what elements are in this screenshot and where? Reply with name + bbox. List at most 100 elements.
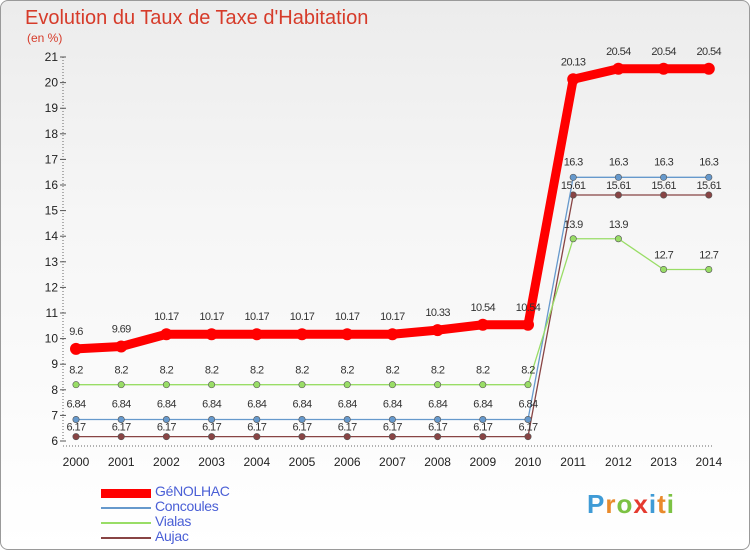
legend-swatch [101, 507, 151, 509]
data-point [386, 328, 399, 341]
data-label: 8.2 [521, 365, 535, 377]
data-point [298, 433, 306, 441]
data-label: 20.54 [697, 46, 722, 58]
data-label: 8.2 [114, 365, 128, 377]
data-point [705, 265, 713, 273]
y-tick-label: 8 [51, 383, 58, 397]
x-tick-label: 2013 [650, 455, 677, 469]
data-point [162, 415, 170, 423]
y-tick-label: 11 [46, 306, 59, 320]
y-tick-label: 6 [51, 434, 58, 448]
data-label: 8.2 [340, 365, 354, 377]
data-label: 6.17 [292, 422, 311, 434]
y-tick-label: 21 [45, 50, 59, 64]
data-point [162, 381, 170, 389]
y-tick-label: 18 [45, 127, 59, 141]
x-tick-label: 2004 [243, 455, 270, 469]
data-point [431, 324, 444, 337]
legend-swatch [101, 488, 151, 498]
data-label: 13.9 [564, 219, 583, 231]
data-point [298, 415, 306, 423]
data-point [117, 433, 125, 441]
chart-unit: (en %) [27, 31, 63, 45]
data-point [569, 235, 577, 243]
y-tick-label: 19 [45, 101, 59, 115]
data-point [705, 173, 713, 181]
logo-letter: t [657, 489, 667, 519]
data-label: 6.84 [112, 398, 131, 410]
legend-label: Vialas [155, 513, 192, 529]
data-point [569, 173, 577, 181]
data-label: 6.17 [428, 422, 447, 434]
data-point [72, 381, 80, 389]
data-label: 6.84 [473, 398, 492, 410]
proxiti-logo: Proxiti [587, 489, 675, 520]
logo-letter: x [633, 489, 649, 519]
data-point [479, 415, 487, 423]
data-point [614, 191, 622, 199]
data-point [660, 191, 668, 199]
data-label: 10.54 [471, 302, 496, 314]
chart-title: Evolution du Taux de Taxe d'Habitation [25, 7, 369, 29]
data-label: 6.84 [338, 398, 357, 410]
y-tick-label: 12 [45, 280, 59, 294]
data-point [434, 381, 442, 389]
data-label: 6.84 [202, 398, 221, 410]
data-label: 10.17 [290, 311, 315, 323]
data-label: 10.17 [335, 311, 360, 323]
data-point [614, 173, 622, 181]
data-label: 6.17 [66, 422, 85, 434]
data-point [115, 340, 128, 353]
data-point [296, 328, 308, 341]
data-point [388, 415, 396, 423]
data-point [434, 433, 442, 441]
data-label: 13.9 [609, 219, 628, 231]
data-point [479, 433, 487, 441]
data-label: 10.54 [516, 302, 541, 314]
legend-label: Aujac [155, 528, 189, 544]
data-point [524, 381, 532, 389]
data-point [343, 415, 351, 423]
data-point [660, 265, 668, 273]
data-label: 16.3 [654, 156, 673, 168]
y-tick-label: 10 [45, 332, 59, 346]
data-label: 6.17 [247, 422, 266, 434]
data-point [341, 328, 354, 341]
data-point [657, 62, 670, 75]
data-point [160, 328, 173, 341]
x-tick-label: 2010 [515, 455, 542, 469]
data-point [705, 191, 713, 199]
data-label: 15.61 [606, 180, 631, 192]
data-point [434, 415, 442, 423]
data-point [388, 381, 396, 389]
data-point [72, 433, 80, 441]
data-point [117, 415, 125, 423]
data-point [614, 235, 622, 243]
data-label: 6.84 [518, 398, 537, 410]
y-tick-label: 17 [45, 152, 59, 166]
y-tick-label: 9 [51, 357, 58, 371]
data-point [298, 381, 306, 389]
x-tick-label: 2007 [379, 455, 406, 469]
data-label: 15.61 [561, 180, 586, 192]
logo-letter: r [605, 489, 617, 519]
data-label: 8.2 [386, 365, 400, 377]
data-label: 6.17 [202, 422, 221, 434]
y-tick-label: 16 [45, 178, 59, 192]
data-point [388, 433, 396, 441]
data-point [117, 381, 125, 389]
x-tick-label: 2001 [108, 455, 135, 469]
data-label: 8.2 [69, 365, 83, 377]
data-point [612, 62, 625, 75]
data-label: 8.2 [431, 365, 445, 377]
data-label: 6.84 [247, 398, 266, 410]
x-tick-label: 2009 [469, 455, 496, 469]
data-point [72, 415, 80, 423]
data-label: 6.17 [112, 422, 131, 434]
data-label: 6.84 [157, 398, 176, 410]
logo-letter: P [587, 489, 606, 519]
data-label: 6.84 [66, 398, 85, 410]
data-point [253, 415, 261, 423]
data-label: 6.17 [157, 422, 176, 434]
